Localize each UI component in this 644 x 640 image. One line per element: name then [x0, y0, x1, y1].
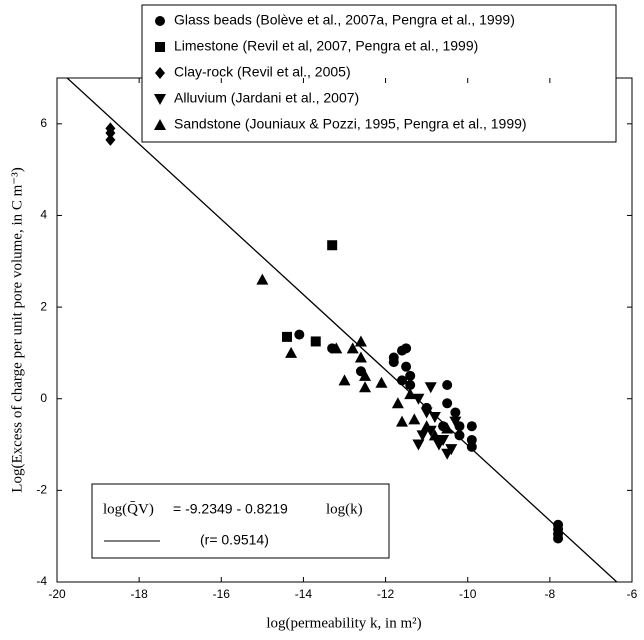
x-tick-label: -14	[295, 587, 313, 601]
point	[420, 420, 433, 432]
point	[445, 444, 458, 456]
point	[338, 374, 351, 386]
point	[105, 133, 116, 146]
point	[401, 361, 412, 372]
point	[396, 415, 408, 427]
point	[553, 533, 564, 544]
point	[404, 388, 417, 400]
point	[359, 381, 372, 393]
x-tick-label: -8	[545, 587, 556, 601]
point	[454, 430, 465, 441]
x-tick-label: -16	[213, 587, 231, 601]
x-tick-label: -6	[627, 587, 638, 601]
y-tick-label: 6	[40, 116, 47, 130]
point	[405, 379, 416, 390]
point	[346, 342, 359, 354]
point	[375, 376, 388, 388]
y-tick-label: -2	[36, 483, 47, 497]
legend-marker	[154, 119, 166, 130]
point	[388, 352, 399, 363]
point	[466, 434, 477, 445]
r-label: (r= 0.9514)	[200, 532, 269, 548]
point	[397, 375, 407, 386]
point	[256, 273, 269, 285]
point	[466, 421, 477, 432]
point	[285, 346, 298, 358]
y-tick-label: -4	[36, 574, 47, 588]
point	[424, 382, 437, 394]
fit-box	[91, 483, 390, 559]
x-axis-label: log(permeability k, in m²)	[266, 615, 421, 631]
point	[442, 398, 453, 409]
point	[408, 413, 421, 425]
legend-box	[141, 4, 617, 143]
point	[359, 369, 372, 381]
point	[441, 422, 454, 434]
y-tick-label: 2	[40, 299, 47, 313]
y-tick-label: 4	[40, 208, 47, 222]
point	[294, 329, 305, 340]
y-tick-label: 0	[40, 391, 47, 405]
point	[437, 434, 450, 446]
point	[327, 240, 338, 251]
equation-rhs: log(k)	[326, 501, 363, 517]
point	[416, 430, 429, 442]
point	[354, 335, 367, 347]
marks	[105, 122, 564, 544]
point	[450, 407, 461, 418]
x-tick-label: -20	[48, 587, 66, 601]
point	[391, 397, 404, 409]
point	[466, 441, 477, 452]
legend-marker	[155, 42, 165, 52]
point	[428, 429, 441, 441]
equation-lhs: log(Q̄V)	[103, 501, 154, 517]
point	[354, 351, 367, 363]
y-axis-label: Log(Excess of charge per unit pore volum…	[9, 167, 25, 492]
legend-label: Alluvium (Jardani et al., 2007)	[174, 90, 359, 106]
point	[428, 412, 441, 424]
legend-marker	[155, 67, 165, 79]
legend-label: Limestone (Revil et al, 2007, Pengra et …	[174, 38, 478, 54]
legend-marker	[154, 94, 166, 105]
x-tick-label: -18	[130, 587, 148, 601]
point	[412, 439, 425, 451]
point	[405, 370, 416, 381]
point	[282, 331, 292, 342]
point	[330, 342, 343, 354]
equation-mid: = -9.2349 - 0.8219	[173, 501, 288, 517]
point	[310, 336, 321, 347]
point	[442, 379, 453, 390]
legend-marker	[155, 16, 165, 26]
point	[105, 126, 116, 139]
legend-label: Clay-rock (Revil et al., 2005)	[174, 64, 351, 80]
legend-label: Sandstone (Jouniaux & Pozzi, 1995, Pengr…	[174, 116, 527, 132]
x-tick-label: -10	[459, 587, 477, 601]
legend-label: Glass beads (Bolève et al., 2007a, Pengr…	[174, 12, 515, 28]
fit-line	[66, 78, 618, 582]
x-tick-label: -12	[377, 587, 395, 601]
point	[449, 416, 462, 428]
point	[401, 343, 412, 354]
